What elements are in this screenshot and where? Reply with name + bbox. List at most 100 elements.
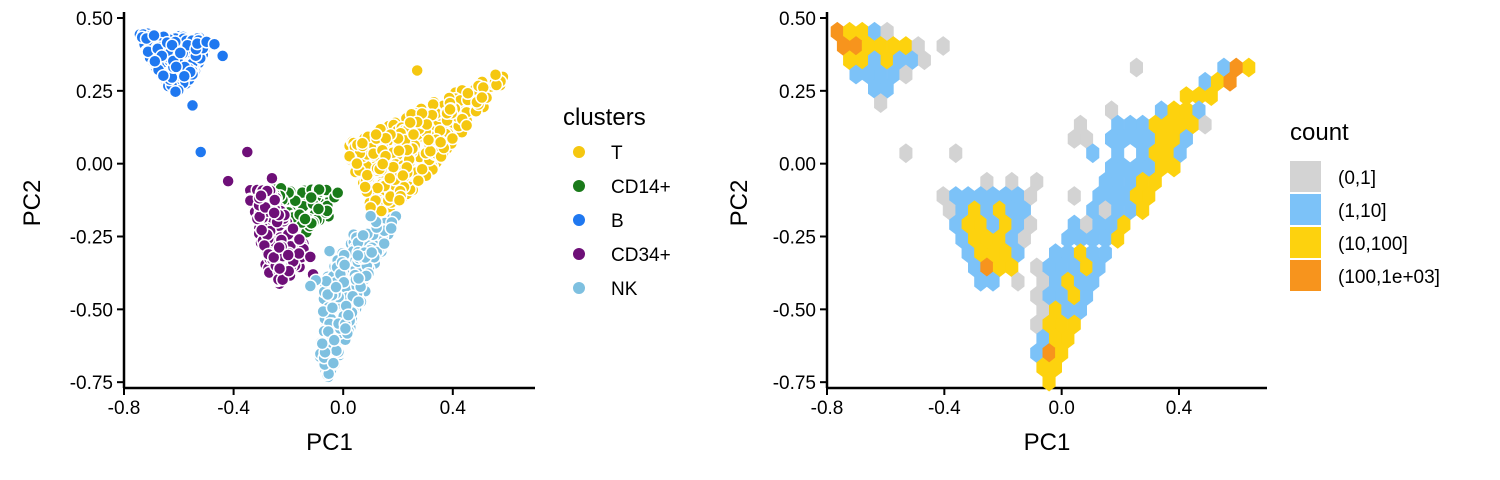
hex-cell — [899, 143, 913, 164]
data-point — [173, 46, 188, 60]
legend-title: clusters — [563, 104, 646, 131]
x-tick-label: -0.8 — [108, 398, 141, 419]
x-tick-label: 0.0 — [330, 398, 356, 419]
data-point — [327, 333, 341, 347]
legend-label: (10,100] — [1338, 234, 1408, 255]
y-tick-label: -0.25 — [773, 228, 816, 249]
hex-cell — [1242, 57, 1256, 78]
legend-key — [573, 180, 585, 192]
y-tick-label: -0.75 — [773, 373, 816, 394]
legend-item: (1,10] — [1290, 194, 1387, 225]
y-tick-label: -0.25 — [70, 228, 113, 249]
data-point — [396, 168, 410, 183]
legend-key — [573, 214, 585, 226]
legend-item: CD14+ — [573, 177, 671, 198]
data-point — [406, 127, 421, 142]
data-point — [281, 248, 295, 262]
data-point — [415, 162, 429, 176]
data-point — [292, 232, 307, 247]
hex-cell — [1129, 57, 1143, 78]
series-t — [342, 63, 510, 230]
data-point — [355, 136, 370, 151]
legend-item: (0,1] — [1290, 161, 1376, 192]
data-point — [377, 236, 391, 251]
legend-item: (100,1e+03] — [1290, 260, 1440, 291]
data-point — [337, 258, 352, 272]
legend-label: (100,1e+03] — [1338, 267, 1440, 288]
series-cd34- — [221, 145, 320, 291]
data-point — [311, 202, 326, 216]
data-point — [410, 63, 424, 78]
hex-cell — [899, 64, 913, 85]
data-point — [329, 280, 343, 294]
data-point — [338, 321, 353, 336]
data-point — [351, 294, 366, 309]
data-point — [443, 102, 457, 117]
data-point — [326, 356, 341, 370]
legend-key — [573, 146, 585, 158]
data-point — [265, 171, 279, 185]
legend-item: (10,100] — [1290, 227, 1408, 258]
hex-cell — [1111, 228, 1125, 249]
y-tick-label: 0.00 — [779, 155, 816, 176]
y-tick-label: -0.50 — [70, 300, 113, 321]
legend-label: (0,1] — [1338, 168, 1376, 189]
hex-cell — [1086, 143, 1100, 164]
hex-cell — [986, 271, 1000, 292]
data-point — [350, 156, 364, 171]
data-point — [207, 37, 222, 51]
y-tick-label: 0.50 — [779, 9, 816, 30]
data-point — [363, 209, 378, 223]
data-point — [215, 49, 230, 63]
data-point — [272, 240, 286, 255]
legend-key — [1290, 227, 1321, 258]
data-point — [156, 68, 171, 83]
y-tick-label: 0.25 — [779, 82, 816, 103]
data-point — [267, 206, 281, 220]
data-point — [312, 182, 326, 197]
scatter-panel: -0.8 -0.4 0.0 0.4 0.50 0.25 0.00 -0.25 -0.50 -0.7… — [19, 9, 671, 456]
data-point — [445, 131, 460, 146]
data-point — [272, 261, 287, 276]
data-point — [286, 221, 300, 236]
hex-cell — [1136, 200, 1150, 221]
data-point — [433, 135, 448, 150]
y-tick-label: 0.50 — [76, 9, 113, 30]
data-point — [488, 68, 503, 82]
data-point — [304, 190, 318, 205]
data-point — [383, 171, 397, 185]
data-point — [358, 180, 372, 194]
data-point — [341, 308, 356, 322]
legend-key — [1290, 161, 1321, 192]
legend-key — [1290, 260, 1321, 291]
hexbin-panel: -0.8 -0.4 0.0 0.4 0.50 0.25 0.00 -0.25 -0.50 -0.7… — [726, 9, 1440, 456]
x-tick-label: 0.4 — [440, 398, 467, 419]
hex-cell — [1067, 186, 1081, 206]
y-tick-label: -0.50 — [773, 300, 816, 321]
x-axis-title: PC1 — [1024, 429, 1071, 456]
data-point — [147, 28, 161, 43]
x-tick-label: -0.4 — [928, 398, 961, 419]
data-point — [254, 223, 269, 237]
data-point — [384, 221, 398, 236]
hex-cell — [1223, 71, 1237, 92]
data-point — [356, 228, 370, 243]
hex-cell — [1167, 157, 1181, 178]
x-tick-label: 0.4 — [1166, 398, 1193, 419]
series-b — [133, 26, 230, 159]
hex-cell — [917, 50, 931, 71]
data-point — [461, 86, 475, 101]
legend-count: count (0,1] (1,10] (10,100] (100,1e+03] — [1290, 119, 1440, 291]
legend-key — [1290, 194, 1321, 225]
y-tick-label: 0.25 — [76, 82, 113, 103]
data-point — [168, 84, 183, 99]
y-tick-label: -0.75 — [70, 373, 113, 394]
legend-item: CD34+ — [573, 245, 671, 266]
data-point — [254, 188, 268, 203]
data-point — [315, 336, 329, 351]
hex-cell — [949, 143, 963, 164]
data-point — [165, 38, 179, 52]
data-point — [303, 250, 318, 264]
data-point — [364, 245, 379, 260]
data-point — [369, 127, 383, 142]
